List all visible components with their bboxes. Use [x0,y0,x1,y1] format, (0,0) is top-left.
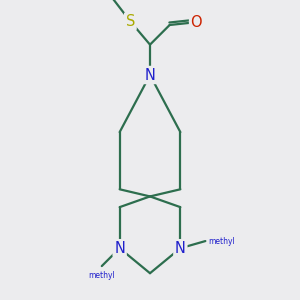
Text: S: S [126,14,135,29]
Text: O: O [190,15,202,30]
Text: methyl: methyl [208,237,235,246]
Text: methyl: methyl [88,272,115,280]
Text: N: N [114,241,125,256]
Text: N: N [175,241,186,256]
Text: N: N [145,68,155,82]
